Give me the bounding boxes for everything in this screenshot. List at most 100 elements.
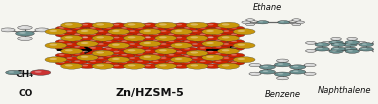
Circle shape [71, 39, 88, 43]
Circle shape [192, 57, 198, 59]
Circle shape [196, 39, 214, 43]
Circle shape [139, 41, 161, 47]
Circle shape [159, 36, 167, 38]
Circle shape [118, 46, 135, 51]
Circle shape [143, 30, 151, 32]
Circle shape [60, 48, 83, 54]
Circle shape [118, 39, 135, 44]
Circle shape [184, 33, 190, 35]
Circle shape [105, 55, 112, 57]
Circle shape [231, 54, 237, 56]
Circle shape [191, 64, 198, 66]
Circle shape [55, 61, 73, 65]
Circle shape [149, 33, 166, 37]
Circle shape [165, 46, 182, 51]
Circle shape [60, 35, 83, 41]
Circle shape [274, 72, 291, 76]
Circle shape [168, 61, 174, 63]
Circle shape [123, 22, 145, 28]
Circle shape [55, 46, 73, 51]
Circle shape [76, 41, 98, 47]
Circle shape [196, 53, 214, 58]
Circle shape [113, 24, 119, 25]
Circle shape [274, 62, 291, 67]
Circle shape [159, 49, 167, 51]
Circle shape [74, 53, 80, 54]
Circle shape [133, 59, 151, 64]
Circle shape [90, 40, 96, 41]
Circle shape [343, 47, 357, 51]
Circle shape [15, 31, 34, 36]
Circle shape [346, 48, 351, 49]
Circle shape [21, 37, 26, 39]
Circle shape [307, 64, 311, 65]
Circle shape [18, 37, 32, 41]
Circle shape [176, 65, 182, 66]
Circle shape [305, 41, 316, 44]
Circle shape [159, 64, 167, 66]
Circle shape [108, 29, 130, 35]
Circle shape [65, 23, 73, 25]
Circle shape [217, 35, 239, 41]
Circle shape [157, 42, 174, 47]
Circle shape [233, 29, 255, 35]
Circle shape [181, 54, 198, 59]
Circle shape [168, 40, 174, 42]
Circle shape [112, 58, 120, 60]
Circle shape [141, 23, 159, 28]
Circle shape [90, 60, 96, 62]
Circle shape [192, 43, 198, 45]
Circle shape [165, 53, 182, 58]
Circle shape [204, 50, 222, 54]
Circle shape [59, 47, 65, 48]
Circle shape [176, 24, 182, 25]
Circle shape [67, 43, 73, 45]
Circle shape [222, 36, 229, 38]
Circle shape [129, 43, 135, 45]
Circle shape [305, 49, 316, 52]
Circle shape [87, 53, 104, 58]
Circle shape [184, 61, 190, 63]
Circle shape [121, 47, 127, 48]
Circle shape [231, 61, 237, 63]
Circle shape [55, 33, 73, 37]
Circle shape [173, 64, 190, 69]
Circle shape [191, 36, 198, 38]
Circle shape [173, 36, 190, 41]
Circle shape [139, 54, 161, 61]
Circle shape [60, 63, 83, 69]
Circle shape [332, 50, 337, 51]
Circle shape [276, 77, 288, 80]
Circle shape [165, 26, 182, 31]
Circle shape [65, 36, 73, 38]
Circle shape [215, 40, 222, 41]
Circle shape [204, 64, 222, 69]
Circle shape [71, 45, 88, 50]
Circle shape [222, 64, 229, 66]
Circle shape [215, 33, 222, 35]
Circle shape [81, 30, 88, 32]
Circle shape [331, 37, 341, 40]
Circle shape [231, 47, 237, 48]
Circle shape [278, 63, 284, 65]
Circle shape [74, 27, 80, 29]
Circle shape [223, 30, 229, 32]
Circle shape [200, 40, 206, 41]
Circle shape [87, 46, 104, 51]
Circle shape [200, 47, 206, 49]
Circle shape [128, 36, 135, 38]
Circle shape [96, 51, 104, 54]
Circle shape [279, 60, 283, 61]
Circle shape [168, 47, 174, 48]
Circle shape [329, 40, 343, 44]
Circle shape [79, 50, 96, 54]
Circle shape [71, 59, 88, 64]
Circle shape [55, 39, 73, 44]
Circle shape [349, 38, 353, 39]
Circle shape [79, 35, 96, 40]
Circle shape [200, 54, 206, 56]
Circle shape [63, 42, 80, 47]
Circle shape [346, 43, 351, 45]
Circle shape [92, 22, 114, 28]
Circle shape [208, 24, 214, 25]
